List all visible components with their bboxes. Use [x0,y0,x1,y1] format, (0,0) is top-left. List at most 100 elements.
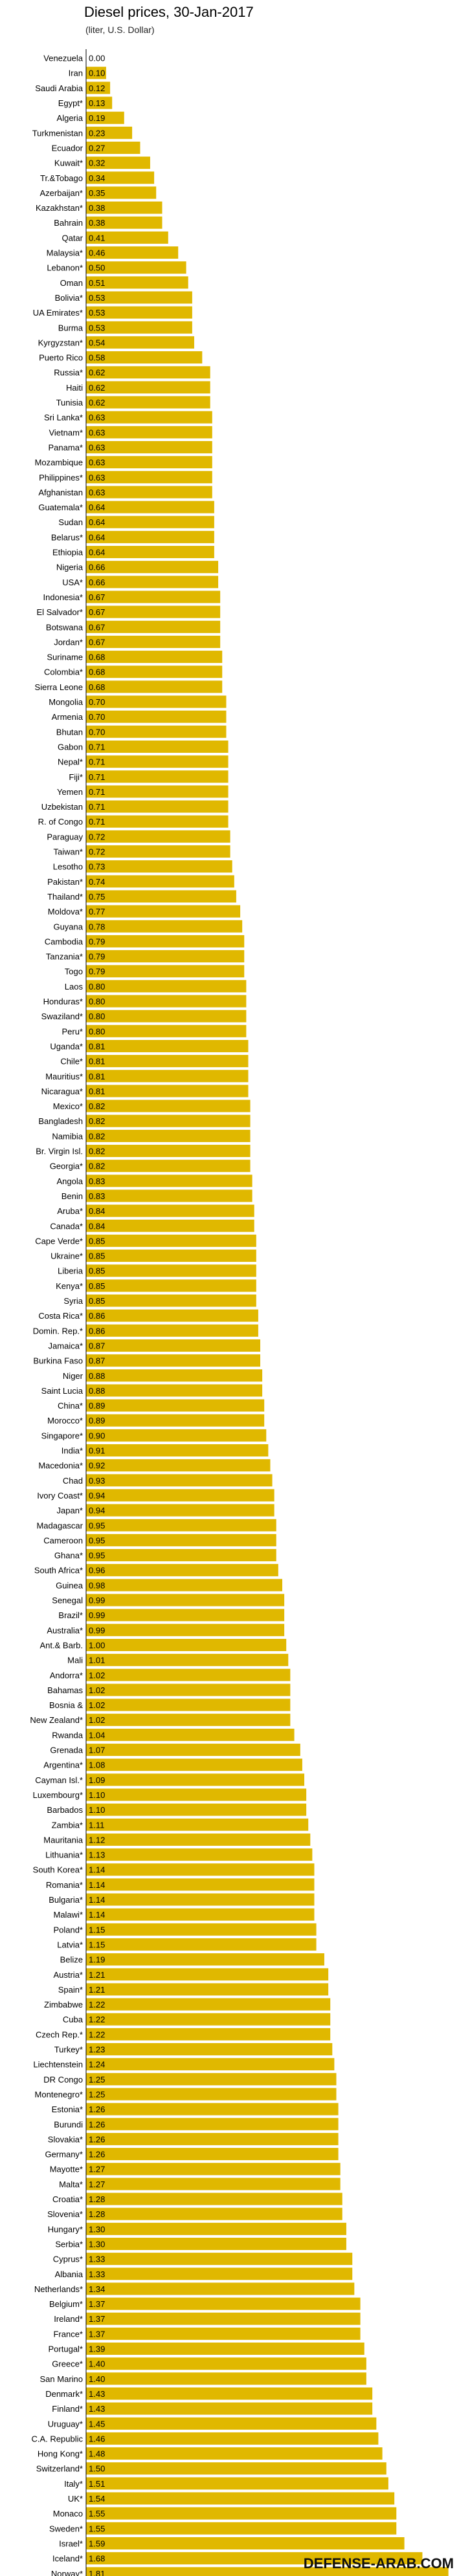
value-label: 0.81 [89,1041,105,1051]
value-label: 0.85 [89,1281,105,1291]
category-label: Belarus* [51,532,83,542]
bar [86,1623,285,1636]
category-label: Japan* [57,1506,83,1515]
category-label: C.A. Republic [32,2434,84,2443]
bar [86,875,234,888]
value-label: 1.26 [89,2150,105,2159]
bar [86,635,221,648]
value-label: 1.30 [89,2224,105,2234]
value-label: 1.40 [89,2359,105,2369]
category-label: Russia* [54,368,83,378]
value-label: 1.33 [89,2255,105,2264]
category-label: Jamaica* [49,1341,83,1350]
value-label: 1.81 [89,2569,105,2576]
bar [86,2507,397,2520]
bar [86,2357,366,2370]
bar [86,605,221,618]
bar [86,1908,315,1921]
category-label: Bangladesh [38,1116,83,1126]
bar [86,785,229,798]
category-label: Iran [69,69,83,78]
value-label: 0.73 [89,862,105,872]
bar [86,1923,317,1936]
bar [86,1474,273,1487]
category-label: Poland* [53,1925,83,1934]
bar [86,1564,278,1577]
bar [86,1279,256,1292]
bar [86,546,214,559]
bar [86,2537,405,2549]
bar [86,231,168,244]
value-label: 1.23 [89,2045,105,2055]
category-label: Slovakia* [48,2134,83,2144]
category-label: Georgia* [50,1162,83,1171]
value-label: 0.71 [89,757,105,767]
bar [86,501,214,514]
value-label: 0.67 [89,592,105,602]
bar [86,950,245,963]
value-label: 0.80 [89,1012,105,1021]
value-label: 0.67 [89,637,105,647]
value-label: 0.38 [89,203,105,213]
value-label: 0.53 [89,308,105,318]
category-label: Ecuador [52,143,84,153]
value-label: 1.28 [89,2209,105,2219]
bar [86,1414,265,1427]
category-label: Hungary* [48,2224,83,2234]
category-label: Moldova* [48,907,83,916]
category-label: Barbados [47,1805,83,1815]
category-label: New Zealand* [30,1715,83,1725]
value-label: 1.13 [89,1850,105,1860]
bar [86,920,243,933]
bar [86,725,227,738]
category-label: Aruba* [57,1206,83,1216]
bar [86,2327,361,2340]
value-label: 1.50 [89,2464,105,2474]
category-label: Sierra Leone [35,682,83,692]
bar [86,1983,329,1996]
value-label: 1.37 [89,2329,105,2339]
category-label: Azerbaijan* [40,188,84,198]
category-label: Madagascar [36,1521,83,1530]
value-label: 0.80 [89,997,105,1006]
category-label: Kenya* [56,1281,83,1291]
bar [86,1219,254,1232]
category-label: Spain* [58,1985,83,1995]
value-label: 0.32 [89,158,105,168]
category-label: Mauritania [43,1835,83,1845]
category-label: Laos [65,982,84,991]
category-label: South Korea* [33,1865,83,1875]
bar [86,1145,251,1158]
category-label: Ukraine* [50,1251,83,1261]
category-label: Indonesia* [43,592,83,602]
bar [86,1698,291,1711]
category-label: Turkmenistan [32,128,83,138]
category-label: Honduras* [43,997,83,1006]
value-label: 1.22 [89,2000,105,2009]
bar [86,2552,423,2565]
value-label: 0.51 [89,278,105,288]
value-label: 0.71 [89,742,105,752]
category-label: Haiti [66,383,83,393]
bar [86,157,150,169]
value-label: 0.89 [89,1416,105,1425]
bar [86,216,162,229]
value-label: 0.70 [89,727,105,737]
bar [86,2148,339,2161]
bar [86,261,186,274]
value-label: 0.64 [89,548,105,557]
category-label: Luxembourg* [33,1790,83,1800]
bar [86,1893,315,1906]
bar [86,2088,337,2101]
value-label: 0.50 [89,263,105,273]
bar [86,1489,274,1502]
category-label: Estonia* [52,2105,83,2114]
bar [86,456,212,469]
bar [86,1638,287,1651]
bar [86,186,157,199]
bar [86,1055,249,1068]
bar [86,2417,377,2430]
bar [86,126,133,139]
category-label: Cyprus* [53,2255,83,2264]
bar [86,2387,373,2400]
